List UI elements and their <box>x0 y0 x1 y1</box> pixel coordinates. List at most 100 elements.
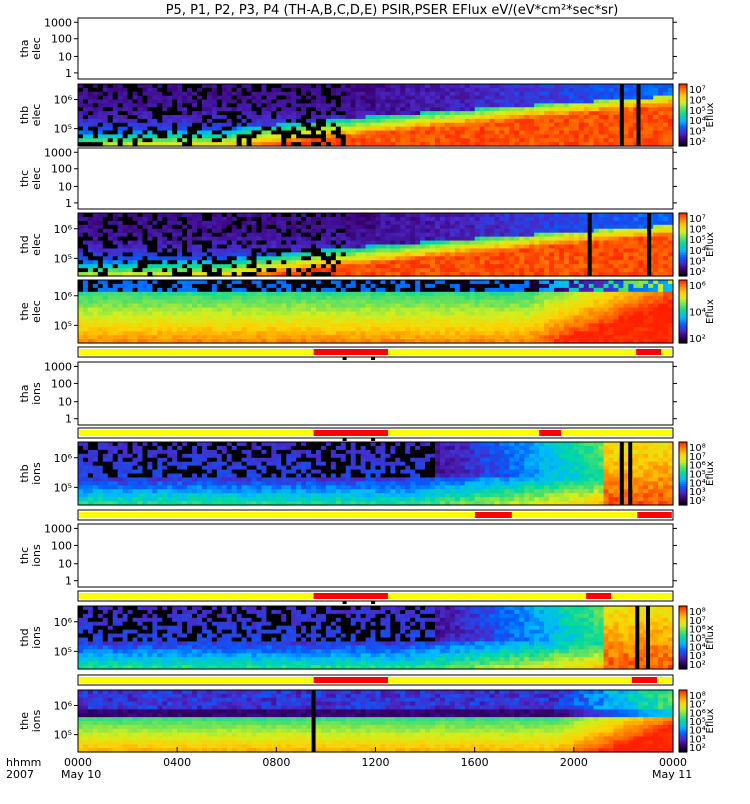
spectrogram-cell <box>182 138 188 142</box>
spectrogram-cell <box>579 252 585 257</box>
spectrogram-cell <box>519 225 525 230</box>
spectrogram-cell <box>138 327 144 332</box>
spectrogram-cell <box>103 84 109 88</box>
spectrogram-cell <box>177 100 183 104</box>
spectrogram-cell <box>98 134 104 138</box>
spectrogram-cell <box>128 288 134 293</box>
spectrogram-cell <box>202 331 208 336</box>
spectrogram-cell <box>123 312 129 317</box>
spectrogram-cell <box>138 248 144 253</box>
spectrogram-cell <box>147 315 153 320</box>
spectrogram-cell <box>331 115 337 119</box>
spectrogram-cell <box>113 280 119 285</box>
spectrogram-cell <box>261 92 267 96</box>
spectrogram-cell <box>301 115 307 119</box>
spectrogram-cell <box>133 237 139 242</box>
spectrogram-cell <box>157 119 163 123</box>
spectrogram-cell <box>182 300 188 305</box>
spectrogram-cell <box>574 221 580 226</box>
spectrogram-cell <box>78 134 84 138</box>
spectrogram-cell <box>385 268 391 273</box>
spectrogram-cell <box>311 248 317 253</box>
spectrogram-cell <box>321 331 327 336</box>
spectrogram-cell <box>663 256 669 261</box>
spectrogram-cell <box>133 304 139 309</box>
spectrogram-cell <box>435 115 441 119</box>
spectrogram-cell <box>281 327 287 332</box>
spectrogram-cell <box>162 323 168 328</box>
spectrogram-cell <box>380 131 386 135</box>
spectrogram-cell <box>78 213 84 218</box>
spectrogram-cell <box>157 213 163 218</box>
spectrogram-cell <box>103 229 109 234</box>
spectrogram-cell <box>242 217 248 222</box>
spectrogram-cell <box>217 123 223 127</box>
spectrogram-cell <box>93 284 99 289</box>
spectrogram-cell <box>534 256 540 261</box>
spectrogram-cell <box>147 123 153 127</box>
spectrogram-cell <box>138 88 144 92</box>
spectrogram-cell <box>390 304 396 309</box>
spectrogram-cell <box>321 248 327 253</box>
spectrogram-cell <box>361 256 367 261</box>
spectrogram-cell <box>202 134 208 138</box>
spectrogram-cell <box>192 225 198 230</box>
spectrogram-cell <box>157 134 163 138</box>
spectrogram-cell <box>663 134 669 138</box>
spectrogram-cell <box>281 245 287 250</box>
spectrogram-cell <box>286 111 292 115</box>
spectrogram-cell <box>628 123 634 127</box>
spectrogram-cell <box>425 268 431 273</box>
spectrogram-cell <box>212 221 218 226</box>
spectrogram-cell <box>88 308 94 313</box>
spectrogram-cell <box>594 131 600 135</box>
spectrogram-cell <box>351 300 357 305</box>
spectrogram-cell <box>237 280 243 285</box>
spectrogram-cell <box>326 241 332 246</box>
spectrogram-cell <box>306 327 312 332</box>
spectrogram-cell <box>113 331 119 336</box>
spectrogram-cell <box>276 312 282 317</box>
spectrogram-cell <box>152 256 158 261</box>
spectrogram-cell <box>618 241 624 246</box>
spectrogram-cell <box>252 335 258 340</box>
spectrogram-cell <box>142 268 148 273</box>
spectrogram-cell <box>306 284 312 289</box>
spectrogram-cell <box>390 312 396 317</box>
spectrogram-cell <box>242 296 248 301</box>
spectrogram-cell <box>306 335 312 340</box>
spectrogram-cell <box>93 308 99 313</box>
spectrogram-cell <box>162 268 168 273</box>
spectrogram-cell <box>559 221 565 226</box>
spectrogram-cell <box>574 229 580 234</box>
colorbar-label: Eflux <box>705 232 716 257</box>
spectrogram-cell <box>128 138 134 142</box>
spectrogram-cell <box>385 217 391 222</box>
spectrogram-cell <box>490 138 496 142</box>
panel-ylabel: elec <box>30 104 43 127</box>
spectrogram-cell <box>321 280 327 285</box>
spectrogram-cell <box>361 296 367 301</box>
spectrogram-cell <box>574 111 580 115</box>
spectrogram-cell <box>138 252 144 257</box>
spectrogram-cell <box>103 319 109 324</box>
spectrogram-cell <box>599 134 605 138</box>
spectrogram-cell <box>460 123 466 127</box>
spectrogram-cell <box>306 138 312 142</box>
spectrogram-cell <box>98 296 104 301</box>
spectrogram-cell <box>187 252 193 257</box>
spectrogram-cell <box>113 84 119 88</box>
spectrogram-cell <box>296 248 302 253</box>
spectrogram-cell <box>227 225 233 230</box>
spectrogram-cell <box>237 221 243 226</box>
spectrogram-cell <box>212 252 218 257</box>
spectrogram-cell <box>291 217 297 222</box>
spectrogram-cell <box>177 296 183 301</box>
spectrogram-cell <box>366 92 372 96</box>
spectrogram-cell <box>276 300 282 305</box>
spectrogram-cell <box>623 217 629 222</box>
spectrogram-cell <box>499 123 505 127</box>
spectrogram-cell <box>133 323 139 328</box>
spectrogram-cell <box>252 280 258 285</box>
spectrogram-cell <box>614 241 620 246</box>
